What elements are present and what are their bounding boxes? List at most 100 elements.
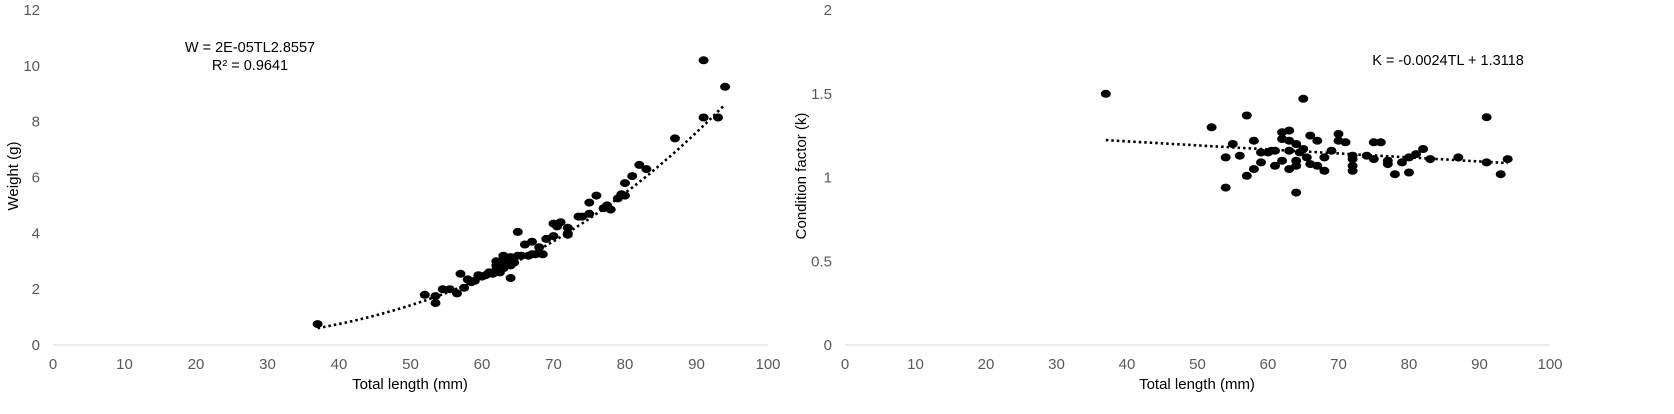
condition-data-point [1256,148,1266,157]
condition-data-point [1502,155,1513,164]
weight-data-point [562,230,573,239]
weight-data-point [720,82,731,91]
condition-data-point [1375,138,1386,147]
weight-data-point [548,232,559,241]
condition-x-tick-label: 0 [841,356,849,373]
condition-plot-area: 0 10 20 30 40 50 60 70 80 90 100 0 0.5 1 1.5 2 [811,2,1562,373]
condition-data-point [1256,158,1266,167]
weight-data-point [312,320,323,329]
condition-data-point [1319,166,1330,175]
weight-data-point [516,251,527,260]
condition-x-tick-label: 80 [1401,356,1418,373]
weight-data-point [620,179,630,188]
condition-y-tick-label: 1 [824,170,832,187]
weight-data-point [591,191,602,200]
weight-data-point [530,250,541,259]
weight-data-point [534,243,545,252]
condition-data-point [1284,126,1295,135]
condition-data-point [1368,138,1379,147]
condition-equation: K = -0.0024TL + 1.3118 [1372,53,1524,69]
weight-data-point [713,113,723,122]
condition-data-point [1425,155,1436,164]
condition-y-tick-label: 2 [824,2,832,19]
condition-data-point [1397,158,1407,167]
condition-data-point [1298,94,1309,103]
condition-data-point [1495,170,1506,179]
weight-data-point [584,198,595,207]
weight-y-axis-label: Weight (g) [5,142,22,211]
condition-data-point [1347,155,1358,164]
condition-data-point [1312,161,1323,170]
weight-data-point [430,299,441,308]
condition-data-point [1326,146,1337,155]
condition-data-point [1291,188,1302,197]
weight-data-point [419,290,430,299]
weight-data-point [430,292,441,301]
condition-data-point [1319,153,1330,162]
condition-data-point [1206,123,1217,132]
weight-x-tick-label: 10 [116,356,133,373]
weight-x-tick-label: 50 [402,356,419,373]
condition-x-tick-label: 30 [1048,356,1065,373]
weight-y-tick-label: 8 [32,114,40,131]
weight-length-chart: 0 10 20 30 40 50 60 70 80 90 100 0 2 4 6 8 10 12 W = 2E-0… [5,2,781,393]
condition-data-point [1404,168,1414,177]
weight-data-point [605,205,616,214]
weight-data-point [627,172,638,181]
condition-data-point [1100,89,1111,98]
condition-x-tick-label: 20 [978,356,995,373]
condition-data-point [1248,165,1259,174]
condition-data-point [1291,161,1302,170]
weight-y-tick-label: 12 [23,2,40,19]
weight-x-tick-label: 60 [474,356,491,373]
condition-data-point [1270,161,1280,170]
condition-data-point [1333,129,1344,138]
weight-x-tick-label: 90 [688,356,705,373]
condition-data-point [1277,156,1288,165]
weight-data-point [509,258,520,267]
weight-plot-area: 0 10 20 30 40 50 60 70 80 90 100 0 2 4 6 8 10 12 [23,2,780,373]
condition-data-point [1220,153,1231,162]
weight-data-point [555,218,566,227]
condition-data-point [1411,150,1422,159]
weight-y-tick-label: 10 [23,58,40,75]
weight-r-squared: R² = 0.9641 [212,58,288,74]
weight-data-point [620,191,630,200]
weight-x-tick-label: 80 [617,356,634,373]
condition-data-point [1340,138,1351,147]
weight-data-point [527,237,537,246]
condition-data-point [1270,146,1280,155]
condition-x-tick-label: 10 [907,356,924,373]
condition-trendline [1105,138,1508,165]
condition-data-point [1305,131,1316,140]
weight-x-tick-label: 40 [331,356,348,373]
weight-x-axis-label: Total length (mm) [352,376,468,393]
condition-data-point [1241,111,1252,120]
condition-x-tick-label: 40 [1119,356,1136,373]
condition-data-point [1312,136,1323,145]
condition-data-point [1368,155,1379,164]
condition-factor-chart: 0 10 20 30 40 50 60 70 80 90 100 0 0.5 1 1.5 2 K = -0.0… [793,2,1563,393]
weight-x-tick-label: 100 [755,356,780,373]
weight-data-point [634,160,645,169]
weight-y-tick-label: 2 [32,281,40,298]
condition-data-point [1227,140,1238,148]
condition-x-tick-label: 100 [1537,356,1562,373]
weight-data-point [698,56,709,65]
weight-y-tick-label: 4 [32,225,40,242]
weight-data-point [459,283,470,292]
condition-x-tick-label: 70 [1330,356,1347,373]
weight-data-point [641,165,652,174]
condition-data-point [1382,160,1393,169]
condition-data-point [1284,146,1295,155]
weight-data-point [698,113,709,122]
condition-data-point [1453,153,1464,162]
weight-y-tick-label: 0 [32,337,40,354]
condition-y-axis-label: Condition factor (k) [793,113,810,240]
condition-y-tick-label: 1.5 [811,86,832,103]
weight-data-point [444,285,455,294]
condition-data-point [1418,145,1429,153]
weight-data-point [437,285,448,294]
weight-trendline [317,103,727,330]
